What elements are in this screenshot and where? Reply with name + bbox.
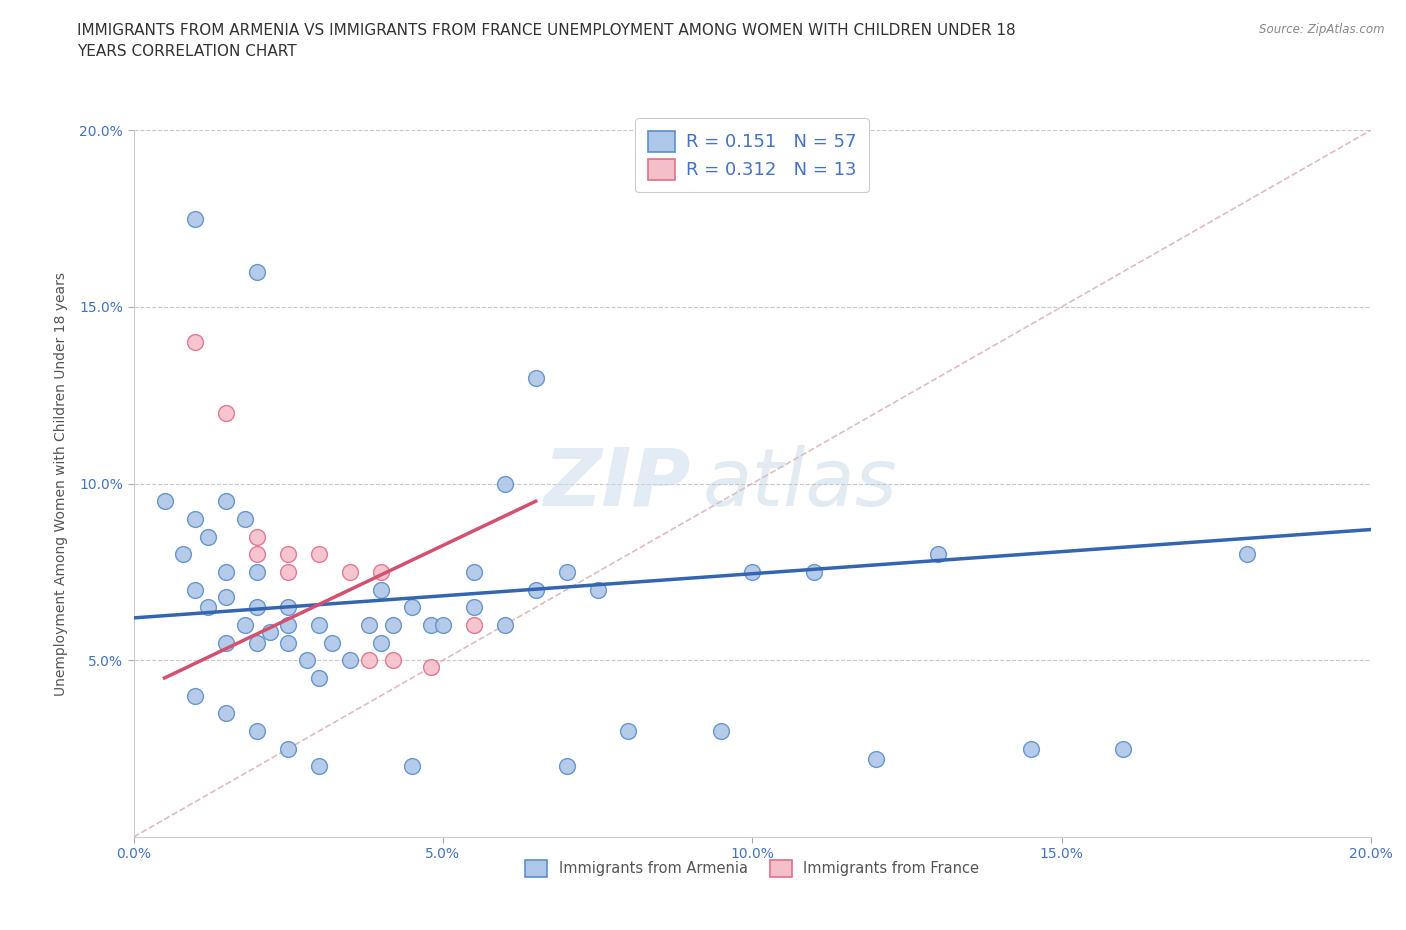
- Point: [382, 618, 405, 632]
- Point: [370, 565, 392, 579]
- Point: [419, 660, 441, 675]
- Point: [246, 635, 269, 650]
- Point: [339, 565, 361, 579]
- Point: [382, 653, 405, 668]
- Point: [357, 618, 380, 632]
- Point: [153, 494, 176, 509]
- Text: atlas: atlas: [703, 445, 897, 523]
- Point: [184, 335, 207, 350]
- Point: [321, 635, 343, 650]
- Point: [277, 600, 299, 615]
- Point: [741, 565, 763, 579]
- Point: [308, 759, 330, 774]
- Point: [524, 370, 547, 385]
- Point: [246, 547, 269, 562]
- Point: [233, 618, 256, 632]
- Point: [277, 618, 299, 632]
- Point: [586, 582, 609, 597]
- Point: [215, 706, 238, 721]
- Point: [277, 741, 299, 756]
- Point: [463, 600, 485, 615]
- Point: [927, 547, 949, 562]
- Point: [803, 565, 825, 579]
- Point: [246, 724, 269, 738]
- Point: [246, 264, 269, 279]
- Point: [494, 476, 516, 491]
- Point: [419, 618, 441, 632]
- Point: [277, 547, 299, 562]
- Point: [184, 582, 207, 597]
- Text: YEARS CORRELATION CHART: YEARS CORRELATION CHART: [77, 44, 297, 59]
- Point: [246, 565, 269, 579]
- Point: [308, 671, 330, 685]
- Point: [184, 211, 207, 226]
- Point: [1019, 741, 1042, 756]
- Point: [277, 635, 299, 650]
- Text: ZIP: ZIP: [543, 445, 690, 523]
- Point: [215, 635, 238, 650]
- Point: [370, 582, 392, 597]
- Point: [1112, 741, 1135, 756]
- Point: [370, 635, 392, 650]
- Point: [339, 653, 361, 668]
- Point: [401, 759, 423, 774]
- Point: [308, 618, 330, 632]
- Point: [172, 547, 194, 562]
- Point: [555, 565, 578, 579]
- Point: [215, 405, 238, 420]
- Text: Source: ZipAtlas.com: Source: ZipAtlas.com: [1260, 23, 1385, 36]
- Point: [308, 547, 330, 562]
- Point: [865, 751, 887, 766]
- Point: [494, 618, 516, 632]
- Point: [215, 565, 238, 579]
- Y-axis label: Unemployment Among Women with Children Under 18 years: Unemployment Among Women with Children U…: [55, 272, 67, 696]
- Point: [463, 565, 485, 579]
- Point: [277, 565, 299, 579]
- Point: [295, 653, 318, 668]
- Point: [215, 494, 238, 509]
- Point: [259, 625, 281, 640]
- Point: [463, 618, 485, 632]
- Point: [401, 600, 423, 615]
- Point: [617, 724, 640, 738]
- Point: [357, 653, 380, 668]
- Point: [184, 512, 207, 526]
- Point: [197, 600, 219, 615]
- Point: [555, 759, 578, 774]
- Point: [1236, 547, 1258, 562]
- Point: [233, 512, 256, 526]
- Point: [197, 529, 219, 544]
- Text: IMMIGRANTS FROM ARMENIA VS IMMIGRANTS FROM FRANCE UNEMPLOYMENT AMONG WOMEN WITH : IMMIGRANTS FROM ARMENIA VS IMMIGRANTS FR…: [77, 23, 1017, 38]
- Point: [710, 724, 733, 738]
- Point: [524, 582, 547, 597]
- Point: [432, 618, 454, 632]
- Point: [215, 590, 238, 604]
- Point: [246, 529, 269, 544]
- Point: [184, 688, 207, 703]
- Legend: Immigrants from Armenia, Immigrants from France: Immigrants from Armenia, Immigrants from…: [519, 855, 986, 883]
- Point: [246, 600, 269, 615]
